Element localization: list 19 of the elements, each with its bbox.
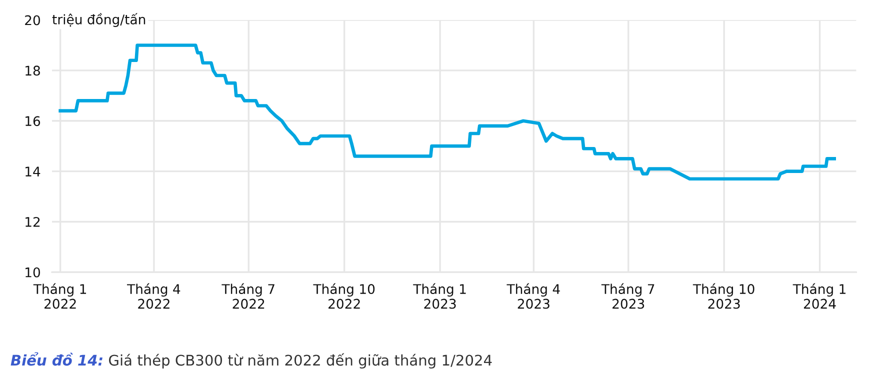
y-tick-label: 14 <box>26 166 40 176</box>
y-tick-label: 20 <box>25 15 40 26</box>
y-tick-label: 18 <box>26 66 40 76</box>
x-tick-label: Tháng 1 2024 <box>792 283 846 309</box>
x-tick-label: Tháng 4 2023 <box>506 283 560 309</box>
y-tick-label: 10 <box>26 267 40 278</box>
y-tick-label: 12 <box>26 216 40 227</box>
line-series <box>58 44 836 181</box>
x-tick-label: Tháng 10 2022 <box>313 283 375 309</box>
x-tick-label: Tháng 7 2022 <box>222 283 274 309</box>
x-tick-label: Tháng 10 2023 <box>692 283 754 309</box>
x-tick-label: Tháng 4 2022 <box>127 283 180 309</box>
text: Biểu đồ 14: <box>10 352 102 366</box>
x-tick-label: Tháng 1 2022 <box>33 283 86 309</box>
y-tick-label: 16 <box>26 116 40 126</box>
y-axis-title: triệu đồng/tấn <box>52 13 146 27</box>
x-tick-label: Tháng 7 2023 <box>601 283 654 309</box>
text: Giá thép CB300 từ năm 2022 đến giữa tháng 1/2024 <box>109 353 492 369</box>
x-tick-label: Tháng 1 2023 <box>413 283 466 309</box>
